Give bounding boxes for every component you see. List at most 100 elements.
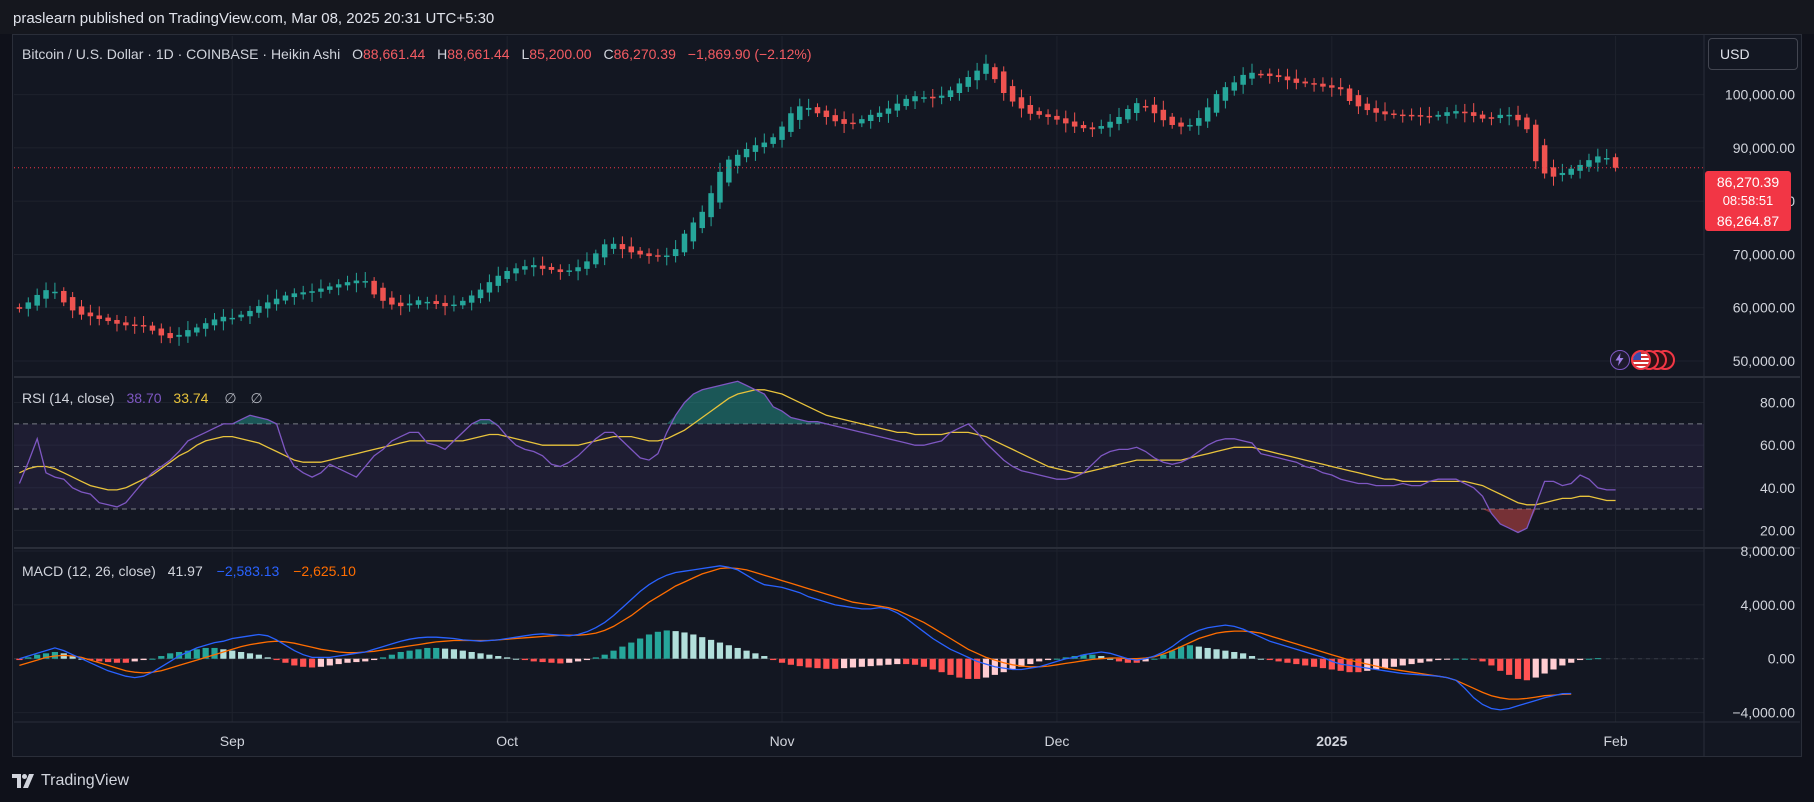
macd-histogram-bar bbox=[1488, 658, 1495, 666]
candle bbox=[1462, 111, 1468, 114]
macd-histogram-bar bbox=[637, 638, 644, 659]
candle bbox=[415, 300, 422, 305]
macd-histogram-bar bbox=[1177, 646, 1185, 659]
candle bbox=[1302, 81, 1308, 84]
tradingview-logo-icon bbox=[12, 774, 34, 788]
candle bbox=[1240, 74, 1246, 85]
macd-histogram-bar bbox=[1381, 658, 1389, 669]
macd-histogram-bar bbox=[938, 658, 945, 673]
macd-histogram-bar bbox=[699, 637, 706, 659]
high-value: 88,661.44 bbox=[447, 46, 510, 62]
candle bbox=[788, 113, 794, 132]
candle bbox=[912, 96, 918, 102]
candle bbox=[1213, 94, 1220, 113]
candle bbox=[593, 253, 599, 265]
macd-histogram-bar bbox=[725, 645, 732, 659]
macd-histogram-bar bbox=[1231, 651, 1238, 659]
candle bbox=[903, 98, 909, 107]
macd-line bbox=[19, 565, 1572, 711]
candle bbox=[256, 306, 262, 313]
macd-histogram-bar bbox=[770, 658, 777, 661]
macd-histogram-bar bbox=[468, 651, 475, 659]
macd-histogram-bar bbox=[1169, 650, 1176, 659]
macd-histogram-bar bbox=[947, 658, 954, 675]
close-value: 86,270.39 bbox=[613, 46, 676, 62]
macd-histogram-bar bbox=[122, 658, 129, 663]
macd-histogram-bar bbox=[1248, 656, 1256, 659]
candle bbox=[708, 193, 714, 218]
candle bbox=[752, 145, 759, 152]
candle bbox=[1160, 109, 1167, 121]
macd-histogram-bar bbox=[1044, 658, 1052, 661]
macd-histogram-bar bbox=[1222, 650, 1229, 659]
candle bbox=[859, 119, 865, 124]
change-value: −1,869.90 (−2.12%) bbox=[687, 46, 812, 62]
macd-histogram-bar bbox=[105, 658, 112, 663]
macd-histogram-bar bbox=[1293, 658, 1300, 665]
rsi-title[interactable]: RSI (14, close) bbox=[22, 390, 115, 406]
candle bbox=[1009, 86, 1016, 102]
macd-histogram-bar bbox=[1443, 658, 1451, 660]
macd-histogram-bar bbox=[628, 642, 635, 659]
macd-histogram-bar bbox=[1568, 658, 1575, 663]
candle bbox=[1249, 72, 1255, 79]
candle bbox=[664, 255, 670, 258]
candle bbox=[1098, 126, 1105, 129]
candle bbox=[1515, 114, 1521, 121]
candle bbox=[442, 302, 448, 307]
macd-histogram-bar bbox=[317, 658, 325, 667]
rsi-line bbox=[18, 380, 1616, 534]
candle bbox=[424, 301, 431, 304]
symbol-title[interactable]: Bitcoin / U.S. Dollar · 1D · COINBASE · … bbox=[22, 46, 341, 62]
candle bbox=[1612, 157, 1619, 168]
candle bbox=[867, 114, 874, 121]
chart-frame bbox=[12, 34, 1802, 757]
candle bbox=[779, 126, 785, 140]
candle bbox=[43, 290, 49, 299]
candle bbox=[690, 222, 697, 242]
candle bbox=[1027, 104, 1034, 114]
macd-title[interactable]: MACD (12, 26, close) bbox=[22, 563, 156, 579]
macd-histogram-bar bbox=[1213, 649, 1220, 659]
macd-histogram-bar bbox=[920, 658, 928, 667]
candle bbox=[1311, 83, 1317, 85]
candle bbox=[1408, 114, 1415, 117]
candle bbox=[876, 112, 883, 117]
candle bbox=[176, 334, 182, 337]
candle bbox=[114, 319, 120, 324]
candle bbox=[956, 83, 963, 94]
last-price-label: 86,270.39 08:58:51 bbox=[1705, 171, 1791, 211]
macd-histogram-bar bbox=[1576, 658, 1584, 661]
macd-histogram-bar bbox=[974, 658, 981, 679]
candle bbox=[131, 324, 138, 327]
candle bbox=[1453, 111, 1459, 114]
candle bbox=[1568, 168, 1574, 175]
macd-histogram-bar bbox=[787, 658, 795, 665]
macd-histogram-bar bbox=[1319, 658, 1327, 669]
tradingview-logo[interactable]: TradingView bbox=[12, 771, 129, 791]
candle bbox=[344, 282, 351, 286]
macd-line-value: −2,583.13 bbox=[216, 563, 280, 579]
macd-histogram-bar bbox=[583, 658, 591, 661]
candle bbox=[25, 302, 32, 309]
low-label: L bbox=[521, 46, 530, 62]
candle bbox=[1187, 124, 1193, 127]
lightning-icon[interactable] bbox=[1610, 350, 1630, 370]
macd-histogram-bar bbox=[929, 658, 936, 670]
empty-symbol-icon: ∅ bbox=[250, 390, 263, 406]
candle bbox=[1426, 115, 1433, 118]
macd-histogram-bar bbox=[690, 634, 697, 659]
macd-histogram-bar bbox=[96, 658, 103, 662]
currency-button[interactable]: USD bbox=[1708, 38, 1798, 70]
macd-histogram-bar bbox=[1364, 658, 1371, 671]
macd-histogram-bar bbox=[752, 653, 759, 659]
candle bbox=[327, 286, 333, 290]
macd-histogram-bar bbox=[1062, 657, 1069, 659]
us-flag-icon[interactable] bbox=[1631, 350, 1651, 370]
candle bbox=[1142, 106, 1149, 108]
candle bbox=[371, 280, 377, 295]
macd-histogram-bar bbox=[264, 657, 271, 659]
macd-histogram-bar bbox=[1204, 647, 1211, 659]
candle bbox=[965, 77, 971, 87]
